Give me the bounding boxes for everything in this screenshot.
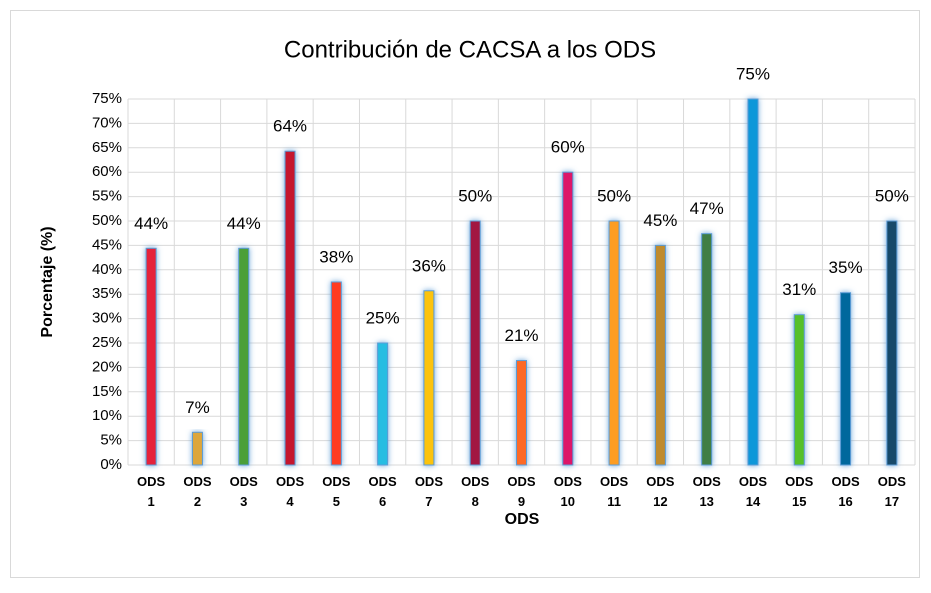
bar xyxy=(562,171,574,466)
data-label: 45% xyxy=(643,211,677,230)
bar xyxy=(840,292,852,466)
data-label: 75% xyxy=(736,64,770,83)
y-tick-label: 75% xyxy=(92,90,122,107)
x-tick-label: ODS 12 xyxy=(646,474,675,509)
data-label: 31% xyxy=(782,280,816,299)
y-tick-label: 50% xyxy=(92,212,122,229)
bar xyxy=(516,360,527,466)
y-axis-label: Porcentaje (%) xyxy=(39,226,56,337)
data-label: 50% xyxy=(597,186,631,205)
data-label: 50% xyxy=(875,186,909,205)
x-tick-label: ODS 16 xyxy=(831,474,860,509)
bar xyxy=(654,244,666,466)
data-label: 64% xyxy=(273,117,307,136)
x-tick-label: ODS 1 xyxy=(137,474,166,509)
bar xyxy=(191,431,203,466)
bar xyxy=(284,150,296,466)
x-tick-label: ODS 8 xyxy=(461,474,490,509)
bar xyxy=(608,220,620,466)
x-tick-label: ODS 11 xyxy=(600,474,629,509)
x-tick-label: ODS 5 xyxy=(322,474,351,509)
x-tick-label: ODS 14 xyxy=(739,474,768,509)
bar xyxy=(886,220,898,466)
bar xyxy=(238,247,250,466)
x-tick-label: ODS 6 xyxy=(369,474,398,509)
bar xyxy=(469,220,481,466)
x-tick-label: ODS 7 xyxy=(415,474,444,509)
data-label: 47% xyxy=(690,199,724,218)
y-tick-label: 0% xyxy=(100,456,122,473)
bar xyxy=(701,233,713,466)
bar xyxy=(747,98,759,466)
y-tick-label: 65% xyxy=(92,139,122,156)
x-tick-label: ODS 15 xyxy=(785,474,814,509)
data-label: 44% xyxy=(134,214,168,233)
bar xyxy=(377,342,389,466)
bar xyxy=(330,281,342,466)
bar xyxy=(145,247,157,466)
data-label: 35% xyxy=(829,258,863,277)
data-label: 25% xyxy=(366,308,400,327)
bar xyxy=(423,290,435,466)
x-tick-label: ODS 4 xyxy=(276,474,305,509)
data-label: 36% xyxy=(412,256,446,275)
x-axis-label: ODS xyxy=(505,511,540,528)
y-tick-label: 5% xyxy=(100,432,122,449)
y-tick-label: 20% xyxy=(92,358,122,375)
data-label: 50% xyxy=(458,186,492,205)
chart-title: Contribución de CACSA a los ODS xyxy=(284,36,656,63)
data-label: 38% xyxy=(319,247,353,266)
y-tick-label: 70% xyxy=(92,114,122,131)
data-label: 44% xyxy=(227,214,261,233)
y-tick-label: 40% xyxy=(92,261,122,278)
x-tick-label: ODS 17 xyxy=(878,474,907,509)
x-tick-label: ODS 13 xyxy=(693,474,722,509)
data-label: 60% xyxy=(551,138,585,157)
y-tick-label: 30% xyxy=(92,310,122,327)
y-tick-label: 25% xyxy=(92,334,122,351)
data-label: 21% xyxy=(504,326,538,345)
y-tick-label: 45% xyxy=(92,236,122,253)
x-tick-label: ODS 2 xyxy=(183,474,212,509)
y-tick-label: 55% xyxy=(92,188,122,205)
x-tick-label: ODS 3 xyxy=(230,474,259,509)
x-tick-label: ODS 10 xyxy=(554,474,583,509)
y-tick-label: 35% xyxy=(92,285,122,302)
y-tick-label: 10% xyxy=(92,407,122,424)
y-tick-label: 60% xyxy=(92,163,122,180)
x-tick-label: ODS 9 xyxy=(507,474,536,509)
bar xyxy=(793,314,805,466)
data-label: 7% xyxy=(185,398,210,417)
y-tick-label: 15% xyxy=(92,383,122,400)
